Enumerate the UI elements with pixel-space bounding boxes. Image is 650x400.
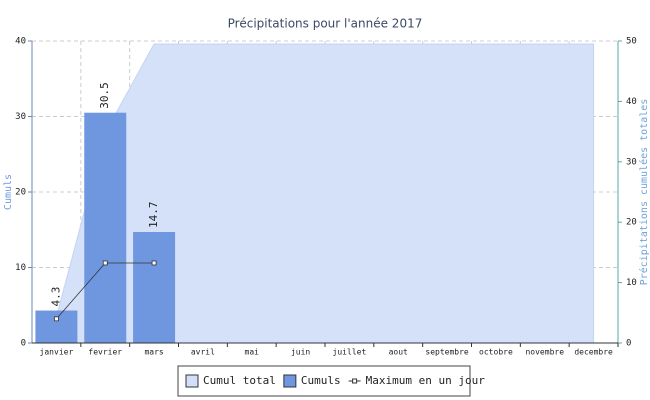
bar [84,112,127,343]
y2-axis-title: Précipitations cumulées totales [638,99,650,286]
x-tick-label: fevrier [88,348,122,357]
marker [54,316,59,322]
y-tick-label: 30 [15,112,26,122]
x-tick-label: novembre [525,348,564,357]
chart-title: Précipitations pour l'année 2017 [228,17,423,31]
x-tick-label: mars [144,348,163,357]
x-tick-label: septembre [425,348,469,357]
y-tick-label: 10 [15,263,26,273]
y2-tick-label: 30 [626,157,637,167]
legend-swatch [352,378,358,384]
legend-box [177,365,471,397]
x-tick-label: avril [191,348,215,357]
y-tick-label: 20 [15,188,26,198]
legend-label: Maximum en un jour [366,374,486,387]
bar [133,232,176,343]
marker [151,260,157,266]
data-label: 30.5 [98,82,111,109]
y2-tick-label: 50 [626,37,637,47]
y2-tick-label: 10 [626,278,637,288]
y2-tick-label: 0 [626,339,631,349]
y-axis-title: Cumuls [3,174,14,210]
y-tick-label: 0 [21,339,26,349]
y2-tick-label: 40 [626,97,637,107]
x-tick-label: aout [389,348,408,357]
y-tick-label: 40 [15,37,26,47]
x-tick-label: juin [291,348,310,357]
y2-tick-label: 20 [626,218,637,228]
legend-swatch [185,374,199,388]
x-tick-label: decembre [574,348,613,357]
x-tick-label: mai [245,348,260,357]
legend-label: Cumul total [203,374,276,387]
legend-swatch [283,374,297,388]
legend-label: Cumuls [301,374,341,387]
marker [102,260,108,266]
x-tick-label: juillet [333,348,367,357]
bar [35,310,78,343]
data-label: 14.7 [147,202,160,229]
area [55,43,595,344]
data-label: 4.3 [49,287,62,307]
x-tick-label: janvier [40,348,74,357]
x-tick-label: octobre [479,348,513,357]
